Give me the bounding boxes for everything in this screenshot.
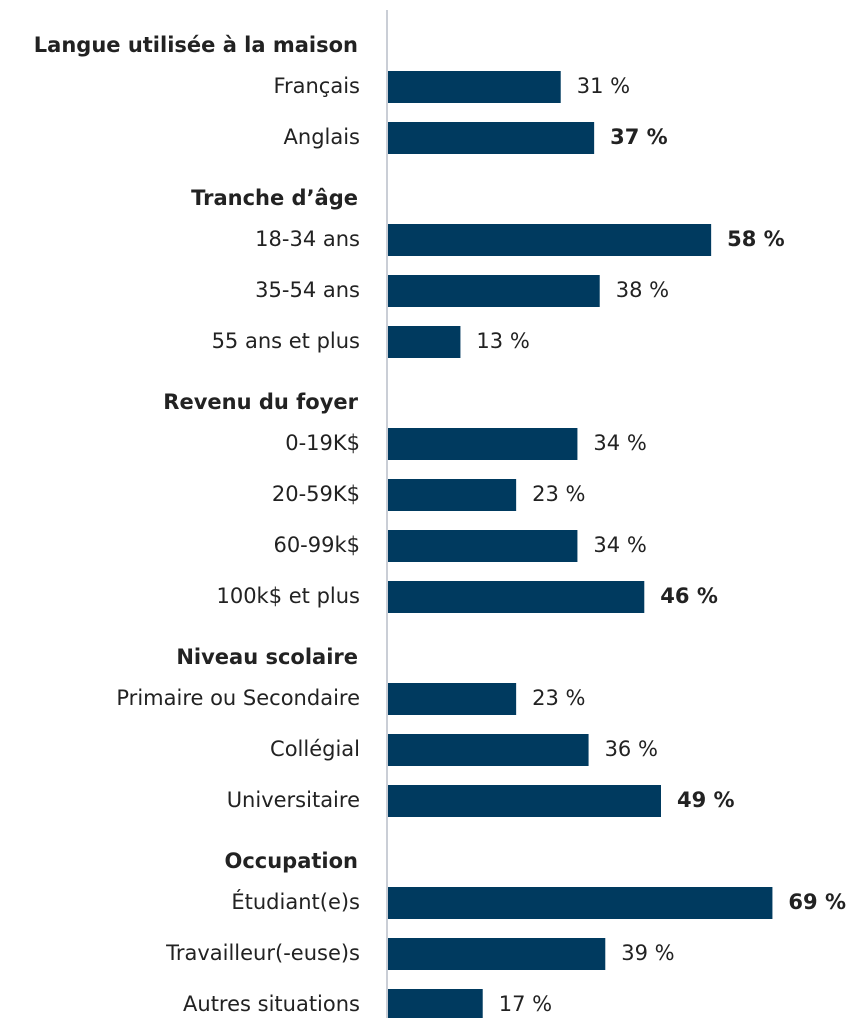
bar — [388, 734, 589, 766]
category-label: Primaire ou Secondaire — [116, 686, 360, 710]
category-label: 60-99k$ — [273, 533, 360, 557]
value-label: 39 % — [621, 941, 674, 965]
value-label: 37 % — [610, 125, 668, 149]
value-label: 69 % — [788, 890, 846, 914]
category-label: 100k$ et plus — [216, 584, 360, 608]
category-label: 20-59K$ — [272, 482, 360, 506]
bar — [388, 989, 483, 1018]
category-label: Français — [273, 74, 360, 98]
bar — [388, 326, 461, 358]
value-label: 49 % — [677, 788, 735, 812]
bar — [388, 479, 517, 511]
category-label: Autres situations — [183, 992, 360, 1016]
bar — [388, 275, 600, 307]
value-label: 23 % — [532, 482, 585, 506]
group-heading: Revenu du foyer — [163, 390, 358, 414]
bar — [388, 122, 595, 154]
bar — [388, 887, 773, 919]
category-label: 35-54 ans — [255, 278, 360, 302]
category-label: Universitaire — [227, 788, 360, 812]
bar — [388, 530, 578, 562]
group-heading: Niveau scolaire — [176, 645, 358, 669]
group-heading: Tranche d’âge — [191, 186, 358, 210]
bar — [388, 428, 578, 460]
category-label: 18-34 ans — [255, 227, 360, 251]
value-label: 34 % — [593, 431, 646, 455]
value-label: 31 % — [577, 74, 630, 98]
value-label: 36 % — [605, 737, 658, 761]
value-label: 23 % — [532, 686, 585, 710]
value-label: 13 % — [476, 329, 529, 353]
bar — [388, 224, 712, 256]
bar — [388, 785, 661, 817]
category-label: 55 ans et plus — [212, 329, 360, 353]
value-label: 46 % — [660, 584, 718, 608]
bar — [388, 938, 606, 970]
bar — [388, 71, 561, 103]
category-label: Travailleur(-euse)s — [165, 941, 360, 965]
value-label: 38 % — [616, 278, 669, 302]
bar — [388, 581, 645, 613]
category-label: Anglais — [284, 125, 360, 149]
category-label: Étudiant(e)s — [231, 889, 360, 914]
value-label: 17 % — [499, 992, 552, 1016]
category-label: 0-19K$ — [285, 431, 360, 455]
category-label: Collégial — [270, 737, 360, 761]
value-label: 34 % — [593, 533, 646, 557]
group-heading: Occupation — [224, 849, 358, 873]
bar — [388, 683, 517, 715]
value-label: 58 % — [727, 227, 785, 251]
group-heading: Langue utilisée à la maison — [34, 33, 358, 57]
